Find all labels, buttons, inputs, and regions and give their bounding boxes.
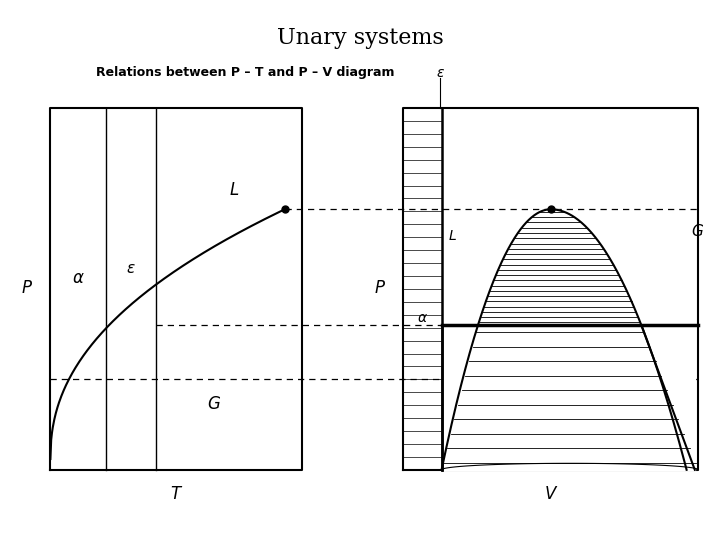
Text: $P$: $P$ <box>22 280 33 298</box>
Text: Relations between P – T and P – V diagram: Relations between P – T and P – V diagra… <box>96 66 394 79</box>
Text: $V$: $V$ <box>544 485 558 503</box>
Text: $\alpha$: $\alpha$ <box>72 271 84 287</box>
Text: $\alpha$: $\alpha$ <box>417 311 428 325</box>
Polygon shape <box>441 325 695 470</box>
Text: $\epsilon$: $\epsilon$ <box>126 262 136 276</box>
Text: $\epsilon$: $\epsilon$ <box>436 66 445 80</box>
Text: $G$: $G$ <box>207 396 221 413</box>
Text: $T$: $T$ <box>170 485 183 503</box>
Text: $G$: $G$ <box>691 223 704 239</box>
Text: $P$: $P$ <box>374 280 386 298</box>
Polygon shape <box>441 210 687 470</box>
Text: $L$: $L$ <box>448 230 456 244</box>
Text: Unary systems: Unary systems <box>276 27 444 49</box>
Text: $L$: $L$ <box>229 182 240 199</box>
